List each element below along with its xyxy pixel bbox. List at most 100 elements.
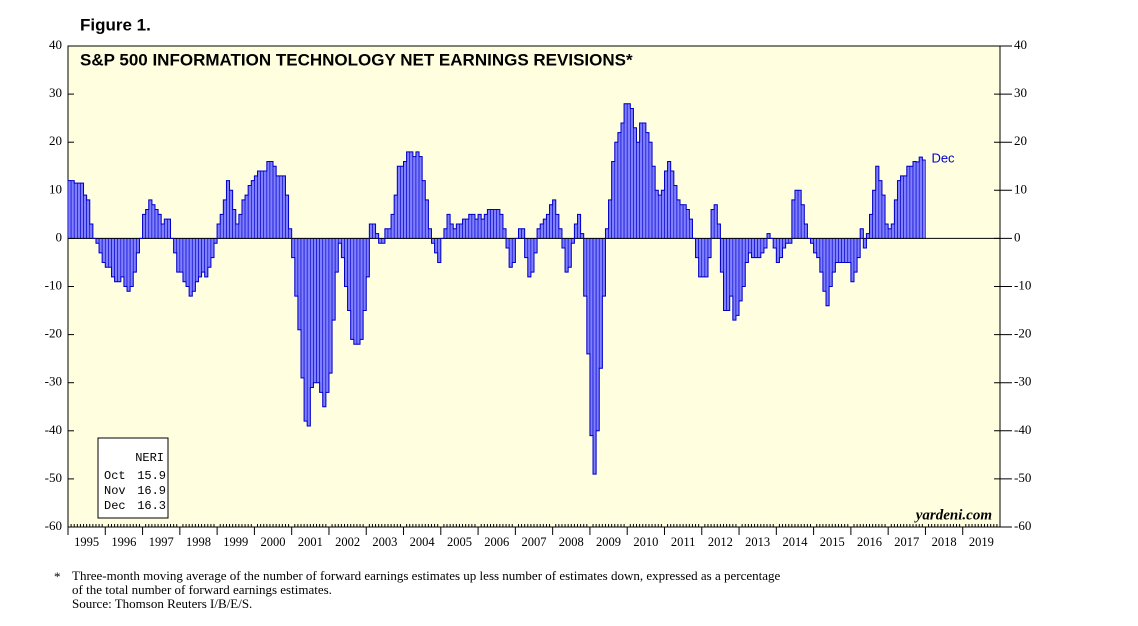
bar (841, 238, 845, 263)
y2-tick-label: -40 (1014, 422, 1031, 437)
y2-tick-label: 20 (1014, 133, 1027, 148)
bar (922, 159, 926, 239)
bar (387, 228, 392, 239)
footnote-mark: * (54, 569, 61, 584)
bar (900, 175, 904, 239)
bar (254, 175, 258, 239)
x-tick-label: 2006 (484, 535, 509, 549)
x-tick-label: 1997 (149, 535, 174, 549)
y-tick-label: -60 (45, 518, 62, 533)
y2-tick-label: -20 (1014, 326, 1031, 341)
bar (480, 218, 485, 239)
bar (310, 238, 314, 388)
bar (235, 223, 240, 239)
bar (83, 194, 87, 239)
y2-tick-label: -30 (1014, 374, 1031, 389)
x-tick-label: 2018 (932, 535, 957, 549)
y-tick-label: 40 (49, 37, 62, 52)
bar (322, 238, 327, 408)
bar (617, 132, 622, 239)
table-header: NERI (135, 451, 164, 465)
bar (120, 238, 125, 278)
y2-tick-label: -50 (1014, 470, 1031, 485)
bar (400, 165, 404, 239)
bar (729, 238, 734, 297)
bar (661, 190, 665, 239)
bar (887, 228, 892, 239)
bar (838, 238, 842, 263)
bar (73, 182, 78, 239)
bar (645, 132, 650, 239)
bar (452, 228, 457, 239)
x-tick-label: 2000 (261, 535, 286, 549)
bar (642, 122, 647, 239)
x-tick-label: 2008 (559, 535, 584, 549)
x-tick-label: 2001 (298, 535, 323, 549)
bar (117, 238, 122, 282)
bar (474, 218, 479, 239)
bar (313, 238, 317, 383)
x-tick-label: 2003 (372, 535, 397, 549)
bar (409, 151, 414, 239)
x-tick-label: 2002 (335, 535, 360, 549)
outline (68, 103, 926, 475)
bar (201, 238, 205, 273)
bar (748, 238, 752, 254)
bar (701, 238, 706, 278)
bar (835, 238, 839, 263)
bar (337, 238, 342, 244)
bar (412, 156, 417, 239)
footnote-line: Three-month moving average of the number… (72, 568, 780, 583)
bar (108, 238, 112, 268)
bar (406, 151, 411, 239)
bar (77, 182, 81, 239)
y-tick-label: -40 (45, 422, 62, 437)
table-value: 16.9 (137, 484, 166, 498)
footnote-line: Source: Thomson Reuters I/B/E/S. (72, 596, 252, 611)
bar (126, 238, 131, 292)
bar (915, 161, 920, 239)
bar (195, 238, 199, 282)
bar (657, 194, 662, 239)
bar (179, 238, 184, 273)
bar (679, 204, 684, 239)
x-tick-label: 1995 (74, 535, 99, 549)
bar (160, 223, 165, 239)
table-value: 15.9 (137, 469, 166, 483)
y-tick-label: -30 (45, 374, 62, 389)
bar (319, 238, 324, 393)
table-value: 16.3 (137, 499, 166, 513)
y-tick-label: 0 (56, 229, 63, 244)
x-tick-label: 1999 (223, 535, 248, 549)
source-mark: yardeni.com (914, 507, 992, 523)
y2-tick-label: -60 (1014, 518, 1031, 533)
bar (185, 238, 190, 287)
bar (633, 127, 637, 239)
table-month: Oct (104, 469, 126, 483)
bar (912, 161, 917, 239)
bar (114, 238, 119, 282)
bar (847, 238, 852, 263)
end-label: Dec (931, 150, 955, 165)
bar (676, 199, 681, 239)
x-tick-label: 2010 (633, 535, 658, 549)
bar (260, 170, 265, 239)
x-tick-label: 2015 (820, 535, 845, 549)
x-tick-label: 2017 (894, 535, 919, 549)
bar (626, 103, 631, 239)
bar (266, 161, 271, 239)
y-tick-label: -10 (45, 277, 62, 292)
bar (356, 238, 361, 345)
bar (623, 103, 628, 239)
plot-background (67, 45, 1001, 528)
bar (278, 175, 283, 239)
x-tick-label: 2019 (969, 535, 994, 549)
bar (667, 161, 671, 239)
y2-tick-label: 10 (1014, 181, 1027, 196)
bar (67, 180, 72, 239)
x-tick-label: 2016 (857, 535, 882, 549)
bar (754, 238, 758, 258)
bar (636, 141, 640, 239)
y2-tick-label: 0 (1014, 229, 1021, 244)
